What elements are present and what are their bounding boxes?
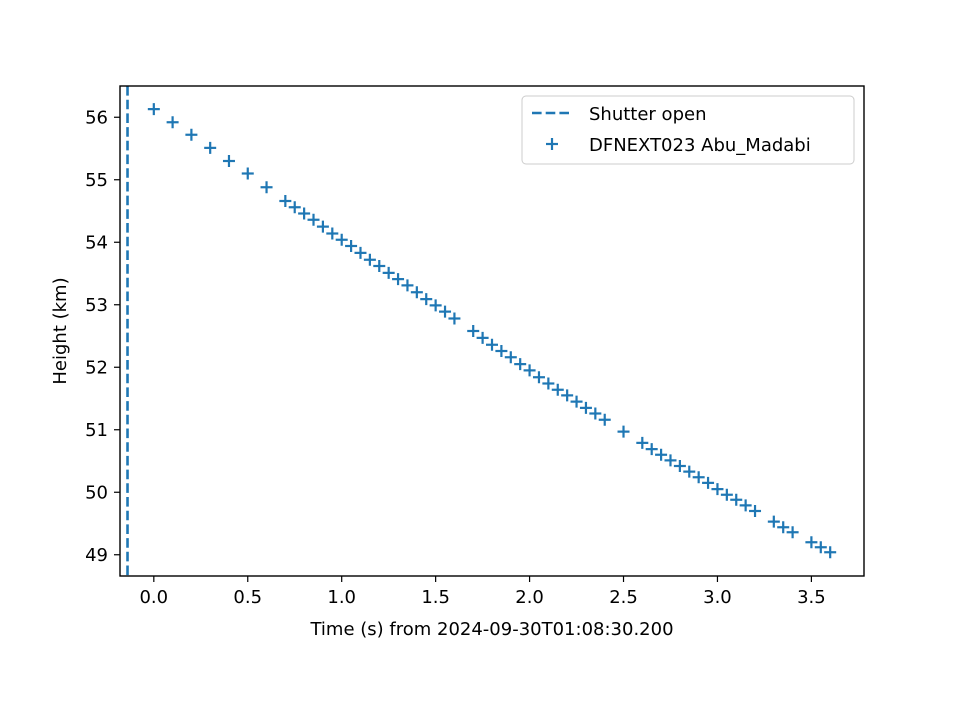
data-point xyxy=(579,401,592,414)
data-point xyxy=(504,351,517,364)
x-tick-label: 3.5 xyxy=(797,587,826,608)
axes-frame xyxy=(119,85,865,577)
x-tick-label: 2.5 xyxy=(609,587,638,608)
data-point xyxy=(617,425,630,438)
data-point xyxy=(486,338,498,351)
legend-series-marker xyxy=(546,138,558,150)
data-point xyxy=(401,279,414,292)
data-point xyxy=(683,465,696,478)
legend-shutter-open-label: Shutter open xyxy=(589,104,706,125)
data-point xyxy=(514,358,527,371)
data-point xyxy=(673,460,686,472)
data-point xyxy=(495,345,508,357)
y-tick-label: 50 xyxy=(85,482,108,503)
data-point xyxy=(561,389,574,402)
data-point xyxy=(598,413,611,426)
data-point xyxy=(354,246,367,259)
data-point xyxy=(363,253,376,266)
data-point xyxy=(410,286,423,299)
y-tick-label: 53 xyxy=(85,295,108,316)
data-point xyxy=(147,103,160,116)
legend-box xyxy=(521,95,855,165)
data-point xyxy=(439,305,452,318)
y-tick-label: 54 xyxy=(85,232,108,253)
data-point xyxy=(335,233,348,246)
data-point xyxy=(523,364,536,377)
data-point xyxy=(185,128,198,141)
x-axis-label: Time (s) from 2024-09-30T01:08:30.200 xyxy=(309,619,673,640)
data-point xyxy=(420,293,433,306)
data-point xyxy=(260,181,273,194)
data-point xyxy=(326,227,339,240)
data-point xyxy=(645,443,658,456)
y-axis-label: Height (km) xyxy=(50,277,71,384)
data-point xyxy=(298,207,311,220)
data-point xyxy=(382,266,395,279)
data-point xyxy=(345,240,358,252)
legend: Shutter open DFNEXT023 Abu_Madabi xyxy=(521,95,855,165)
data-point xyxy=(739,499,752,512)
legend-series-label: DFNEXT023 Abu_Madabi xyxy=(589,135,811,156)
x-tick-label: 2.0 xyxy=(515,587,544,608)
data-point xyxy=(692,471,705,484)
data-point xyxy=(730,493,743,506)
data-point xyxy=(532,371,545,384)
data-point xyxy=(664,454,677,467)
data-point xyxy=(392,273,405,286)
data-point xyxy=(786,526,799,539)
data-point xyxy=(814,541,827,554)
data-point xyxy=(288,201,301,214)
x-tick-label: 0.5 xyxy=(233,587,262,608)
data-point xyxy=(307,213,320,226)
y-tick-label: 56 xyxy=(85,107,108,128)
data-point xyxy=(222,155,235,167)
x-axis-ticks: 0.0 0.5 1.0 1.5 2.0 2.5 3.0 3.5 xyxy=(139,576,826,608)
legend-plus-marker xyxy=(546,138,558,150)
data-point xyxy=(542,377,555,390)
data-point xyxy=(655,448,668,461)
data-point xyxy=(702,476,715,489)
data-point xyxy=(429,299,442,312)
data-point xyxy=(241,167,254,180)
data-point xyxy=(551,383,564,396)
data-point xyxy=(467,325,480,337)
data-point xyxy=(166,116,179,129)
y-tick-label: 52 xyxy=(85,357,108,378)
y-tick-label: 55 xyxy=(85,170,108,191)
data-point xyxy=(316,220,329,233)
data-point xyxy=(749,505,762,517)
data-point xyxy=(805,536,818,549)
data-point xyxy=(373,260,386,272)
scatter-points-layer xyxy=(147,103,837,559)
data-point xyxy=(570,395,583,408)
y-tick-label: 49 xyxy=(85,545,108,566)
x-tick-label: 0.0 xyxy=(139,587,168,608)
data-point xyxy=(777,521,790,534)
x-tick-label: 3.0 xyxy=(703,587,732,608)
data-point xyxy=(448,312,461,325)
data-point xyxy=(636,436,649,449)
data-point xyxy=(824,546,837,559)
y-tick-label: 51 xyxy=(85,420,108,441)
data-point xyxy=(711,483,724,496)
x-tick-label: 1.5 xyxy=(421,587,450,608)
y-axis-ticks: 49 50 51 52 53 54 55 56 xyxy=(85,107,120,566)
x-tick-label: 1.0 xyxy=(327,587,356,608)
data-point xyxy=(767,515,780,528)
data-point xyxy=(279,195,292,207)
data-point xyxy=(589,407,602,420)
data-point xyxy=(204,141,217,154)
data-point xyxy=(476,331,489,344)
plot-area xyxy=(126,86,837,576)
data-point xyxy=(720,488,733,501)
